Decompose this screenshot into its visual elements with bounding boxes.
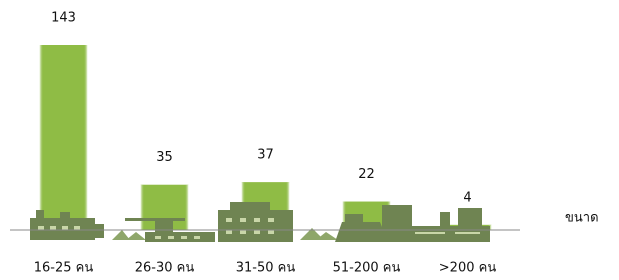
x-tick-label: 51-200 คน: [333, 261, 401, 276]
chart: ขนาด 143 16-25 คน 35 26-30 คน 37 31-50 คน 22 51…: [0, 0, 619, 280]
value-label: 143: [51, 11, 76, 26]
value-label: 4: [463, 190, 471, 205]
page: ขนาด 143 16-25 คน 35 26-30 คน 37 31-50 คน 22 51…: [0, 0, 619, 280]
factory-decoration: [30, 202, 490, 242]
x-tick-label: 26-30 คน: [135, 261, 195, 276]
bar-highlight: [40, 45, 88, 230]
x-tick-label: >200 คน: [439, 261, 497, 276]
value-label: 22: [358, 167, 375, 182]
value-label: 35: [156, 150, 173, 165]
x-axis-label: ขนาด: [565, 211, 599, 226]
x-tick-label: 16-25 คน: [34, 261, 94, 276]
x-tick-label: 31-50 คน: [236, 261, 296, 276]
value-label: 37: [257, 148, 274, 163]
